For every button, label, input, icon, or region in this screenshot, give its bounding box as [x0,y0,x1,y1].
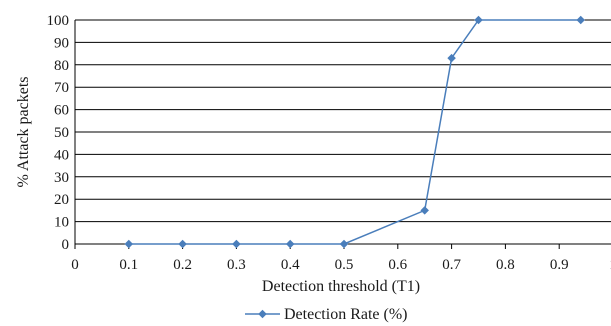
x-tick-label: 0.8 [496,257,515,273]
y-tick-label: 30 [54,170,69,186]
x-axis-title: Detection threshold (T1) [262,278,420,295]
data-point [447,53,456,63]
y-tick-label: 10 [54,215,69,231]
y-tick-label: 90 [54,35,69,51]
y-tick-label: 60 [54,103,69,119]
x-tick-label: 0.6 [388,257,407,273]
legend-diamond-marker [258,309,267,319]
y-tick-label: 80 [54,58,69,74]
y-tick-labels: 0 10 20 30 40 50 60 70 80 90 100 [47,13,70,253]
data-point [339,239,349,249]
data-point [124,239,134,249]
x-tick-label: 0.4 [281,257,300,273]
x-tick-label: 0.7 [442,257,461,273]
axes [74,20,611,249]
legend-label: Detection Rate (%) [284,306,408,323]
x-tick-label: 0.3 [227,257,246,273]
legend: Detection Rate (%) [245,306,408,323]
data-point [474,15,483,25]
x-tick-label: 0.1 [119,257,138,273]
y-axis-title: % Attack packets [15,76,32,187]
data-point [285,239,295,249]
y-tick-label: 50 [54,125,69,141]
y-tick-label: 20 [54,192,69,208]
x-tick-label: 0 [71,257,79,273]
data-point [576,15,585,25]
x-tick-label: 0.5 [335,257,354,273]
x-tick-label: 1 [609,257,611,273]
y-tick-label: 70 [54,80,69,96]
y-tick-label: 0 [62,237,70,253]
x-tick-label: 0.2 [173,257,192,273]
y-tick-label: 40 [54,147,69,163]
grid-lines [75,19,611,223]
x-tick-labels: 0 0.1 0.2 0.3 0.4 0.5 0.6 0.7 0.8 0.9 1 [71,257,611,273]
y-tick-label: 100 [47,13,70,29]
x-tick-label: 0.9 [550,257,569,273]
data-point [232,239,241,249]
data-point [178,239,187,249]
data-point [420,206,429,215]
